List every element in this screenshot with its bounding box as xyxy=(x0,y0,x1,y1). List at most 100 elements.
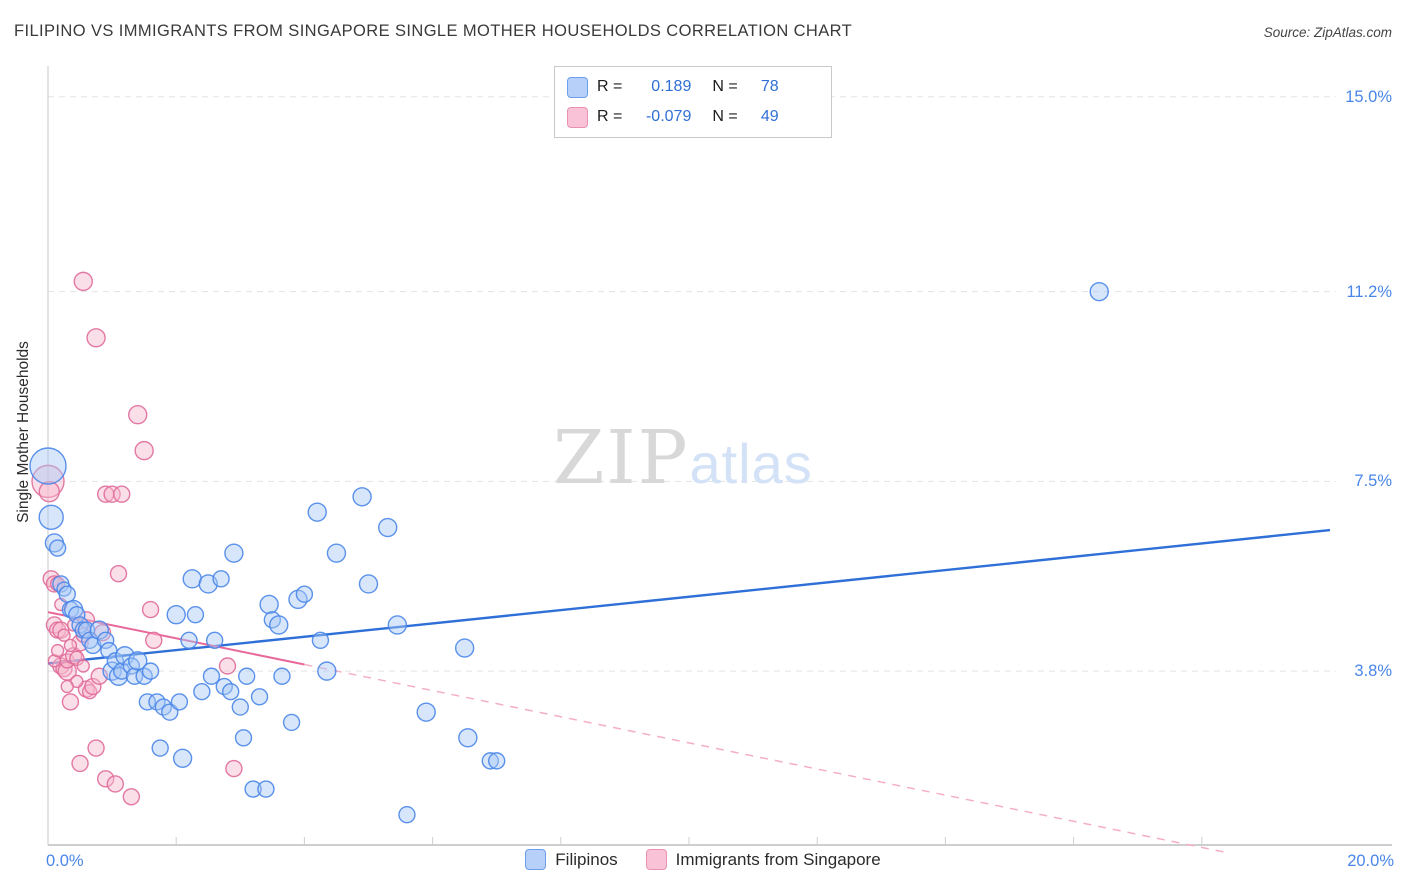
scatter-point[interactable] xyxy=(311,631,330,650)
y-tick-label-3: 3.8% xyxy=(1354,662,1392,680)
scatter-point[interactable] xyxy=(352,487,372,507)
legend-item-singapore[interactable]: Immigrants from Singapore xyxy=(645,849,881,870)
scatter-point[interactable] xyxy=(244,780,262,798)
scatter-point[interactable] xyxy=(63,638,78,653)
scatter-point[interactable] xyxy=(128,651,148,671)
scatter-point[interactable] xyxy=(454,638,475,658)
scatter-point[interactable] xyxy=(269,615,289,635)
scatter-point[interactable] xyxy=(250,688,269,706)
scatter-point[interactable] xyxy=(125,667,144,685)
scatter-point[interactable] xyxy=(96,770,115,788)
scatter-point[interactable] xyxy=(307,502,327,522)
scatter-point[interactable] xyxy=(55,659,73,678)
scatter-point[interactable] xyxy=(57,628,71,642)
scatter-point[interactable] xyxy=(50,643,65,658)
scatter-point[interactable] xyxy=(387,615,408,635)
scatter-point[interactable] xyxy=(113,662,131,680)
filipinos-swatch-icon xyxy=(525,849,547,870)
legend-label: Filipinos xyxy=(555,849,618,869)
scatter-point[interactable] xyxy=(76,659,90,673)
scatter-point[interactable] xyxy=(170,693,189,711)
scatter-point[interactable] xyxy=(141,662,160,680)
scatter-point[interactable] xyxy=(109,564,128,583)
scatter-point[interactable] xyxy=(103,485,121,503)
scatter-point[interactable] xyxy=(102,661,122,681)
scatter-point[interactable] xyxy=(282,713,301,732)
singapore-swatch-icon xyxy=(645,849,667,870)
scatter-point[interactable] xyxy=(186,606,205,624)
scatter-point[interactable] xyxy=(87,739,105,757)
scatter-point[interactable] xyxy=(48,539,67,557)
scatter-point[interactable] xyxy=(398,806,416,824)
scatter-point[interactable] xyxy=(458,728,478,748)
scatter-point[interactable] xyxy=(86,328,106,348)
n-label: N = xyxy=(712,78,738,95)
scatter-point[interactable] xyxy=(89,620,109,640)
scatter-point[interactable] xyxy=(134,440,154,461)
scatter-point[interactable] xyxy=(38,504,64,530)
scatter-point[interactable] xyxy=(38,480,60,503)
scatter-point[interactable] xyxy=(326,543,347,563)
x-axis-min-label: 0.0% xyxy=(46,852,84,870)
scatter-point[interactable] xyxy=(141,600,160,619)
scatter-point[interactable] xyxy=(234,729,253,747)
scatter-point[interactable] xyxy=(225,759,243,778)
scatter-point[interactable] xyxy=(193,682,211,701)
scatter-point[interactable] xyxy=(128,405,148,425)
scatter-point[interactable] xyxy=(182,569,202,589)
n-value: 49 xyxy=(760,108,779,125)
scatter-point[interactable] xyxy=(84,636,102,655)
scatter-point[interactable] xyxy=(257,780,275,798)
scatter-point[interactable] xyxy=(488,752,506,770)
correlation-legend: R = 0.189 N = 78 R = -0.079 N = 49 xyxy=(554,66,832,138)
scatter-point[interactable] xyxy=(113,485,131,503)
scatter-point[interactable] xyxy=(106,652,125,670)
scatter-point[interactable] xyxy=(416,702,436,722)
scatter-point[interactable] xyxy=(273,667,291,685)
scatter-point[interactable] xyxy=(221,682,240,701)
scatter-point[interactable] xyxy=(218,657,237,675)
y-tick-label-7: 7.5% xyxy=(1354,472,1392,490)
scatter-point[interactable] xyxy=(61,693,80,711)
trend-line xyxy=(304,663,1228,854)
scatter-point[interactable] xyxy=(180,631,198,650)
legend-item-filipinos[interactable]: Filipinos xyxy=(525,849,618,870)
scatter-point[interactable] xyxy=(166,605,186,625)
scatter-point[interactable] xyxy=(45,575,64,593)
scatter-point[interactable] xyxy=(358,574,379,594)
y-tick-label-15: 15.0% xyxy=(1345,88,1392,106)
y-tick-label-11: 11.2% xyxy=(1346,283,1392,301)
x-axis-max-label: 20.0% xyxy=(1347,852,1394,870)
scatter-point[interactable] xyxy=(231,698,250,716)
scatter-point[interactable] xyxy=(60,679,74,694)
scatter-point[interactable] xyxy=(151,739,169,757)
scatter-point[interactable] xyxy=(145,631,163,650)
scatter-point[interactable] xyxy=(317,661,337,681)
scatter-point[interactable] xyxy=(29,447,67,485)
scatter-point[interactable] xyxy=(378,517,398,538)
scatter-point[interactable] xyxy=(212,570,230,588)
scatter-point[interactable] xyxy=(106,775,125,793)
r-value: -0.079 xyxy=(645,108,692,125)
scatter-point[interactable] xyxy=(295,585,314,603)
scatter-point[interactable] xyxy=(122,788,141,806)
scatter-point[interactable] xyxy=(481,752,499,770)
scatter-point[interactable] xyxy=(68,606,86,624)
scatter-point[interactable] xyxy=(238,667,256,685)
scatter-point[interactable] xyxy=(224,543,244,563)
scatter-point[interactable] xyxy=(202,667,221,685)
scatter-point[interactable] xyxy=(205,631,224,650)
scatter-point[interactable] xyxy=(73,271,93,292)
scatter-point[interactable] xyxy=(259,594,279,615)
scatter-point[interactable] xyxy=(138,693,157,711)
scatter-point[interactable] xyxy=(172,748,193,769)
scatter-point[interactable] xyxy=(84,677,102,696)
scatter-point[interactable] xyxy=(71,754,89,773)
scatter-point[interactable] xyxy=(1089,281,1109,302)
correlation-row-singapore: R = -0.079 N = 49 xyxy=(567,104,819,130)
scatter-point[interactable] xyxy=(96,631,115,650)
correlation-row-filipinos: R = 0.189 N = 78 xyxy=(567,74,819,100)
scatter-point[interactable] xyxy=(58,585,76,603)
source-attribution: Source: ZipAtlas.com xyxy=(1263,25,1392,40)
singapore-swatch-icon xyxy=(567,106,588,128)
